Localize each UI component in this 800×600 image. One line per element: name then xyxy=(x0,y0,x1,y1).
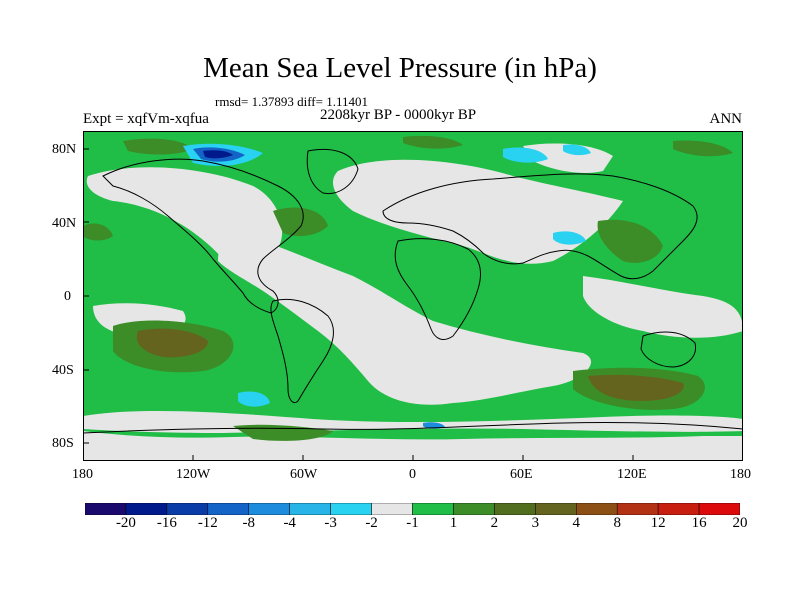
australia-coast xyxy=(640,331,697,368)
africa-coast xyxy=(394,238,481,340)
colorbar-swatch xyxy=(125,503,168,515)
colorbar-swatch xyxy=(330,503,372,515)
eurasia-coast xyxy=(382,173,698,280)
experiment-label: Expt = xqfVm-xqfua xyxy=(83,111,209,127)
colorbar-swatch xyxy=(412,503,454,515)
lon-label-180e: 180 xyxy=(730,467,751,482)
south-america-coast xyxy=(270,298,334,404)
colorbar-swatch xyxy=(576,503,618,515)
colorbar-label: 16 xyxy=(691,515,707,531)
pressure-map xyxy=(83,131,743,461)
season-label: ANN xyxy=(709,111,743,127)
lon-label-120w: 120W xyxy=(176,467,211,482)
colorbar-swatch xyxy=(657,503,700,515)
colorbar-label: 12 xyxy=(650,515,666,531)
lon-label-0: 0 xyxy=(409,467,416,482)
colorbar-label: 1 xyxy=(449,515,458,531)
coastlines xyxy=(83,148,743,434)
lat-label-80n: 80N xyxy=(52,142,77,157)
colorbar-label: -12 xyxy=(197,515,218,531)
lon-label-60e: 60E xyxy=(510,467,533,482)
colorbar-swatch xyxy=(289,503,331,515)
stats-label: rmsd= 1.37893 diff= 1.11401 xyxy=(215,94,368,109)
colorbar-swatch xyxy=(166,503,209,515)
colorbar-label: -16 xyxy=(156,515,177,531)
north-america-coast xyxy=(102,158,304,314)
lon-label-60w: 60W xyxy=(290,467,318,482)
lat-label-80s: 80S xyxy=(52,436,74,451)
colorbar-swatch xyxy=(207,503,249,515)
colorbar-swatch xyxy=(371,503,413,515)
lon-label-120e: 120E xyxy=(617,467,647,482)
colorbar-swatch xyxy=(494,503,536,515)
lon-label-180w: 180 xyxy=(72,467,93,482)
lat-label-40s: 40S xyxy=(52,363,74,378)
antarctica-coast xyxy=(83,421,743,434)
colorbar-label: -1 xyxy=(406,515,419,531)
colorbar-label: -8 xyxy=(242,515,256,531)
colorbar-label: 8 xyxy=(613,515,621,531)
colorbar-swatch xyxy=(453,503,495,515)
colorbar-swatch xyxy=(85,503,127,515)
lat-label-40n: 40N xyxy=(52,216,77,231)
colorbar-label: -20 xyxy=(115,515,136,531)
positive-anomalies xyxy=(83,135,733,441)
colorbar xyxy=(85,503,740,515)
colorbar-label: -4 xyxy=(283,515,296,531)
colorbar-swatch xyxy=(616,503,659,515)
lat-label-0: 0 xyxy=(64,289,71,304)
colorbar-label: -2 xyxy=(365,515,378,531)
axis-ticks xyxy=(83,148,743,461)
colorbar-label: -3 xyxy=(324,515,337,531)
colorbar-swatch xyxy=(248,503,290,515)
colorbar-label: 4 xyxy=(572,515,581,531)
colorbar-swatch xyxy=(698,503,740,515)
colorbar-label: 2 xyxy=(490,515,499,531)
greenland-coast xyxy=(306,148,359,195)
colorbar-label: 20 xyxy=(732,515,748,531)
colorbar-swatch xyxy=(535,503,577,515)
period-subtitle: 2208kyr BP - 0000kyr BP xyxy=(320,107,477,123)
colorbar-label: 3 xyxy=(531,515,540,531)
map-title: Mean Sea Level Pressure (in hPa) xyxy=(203,52,597,84)
